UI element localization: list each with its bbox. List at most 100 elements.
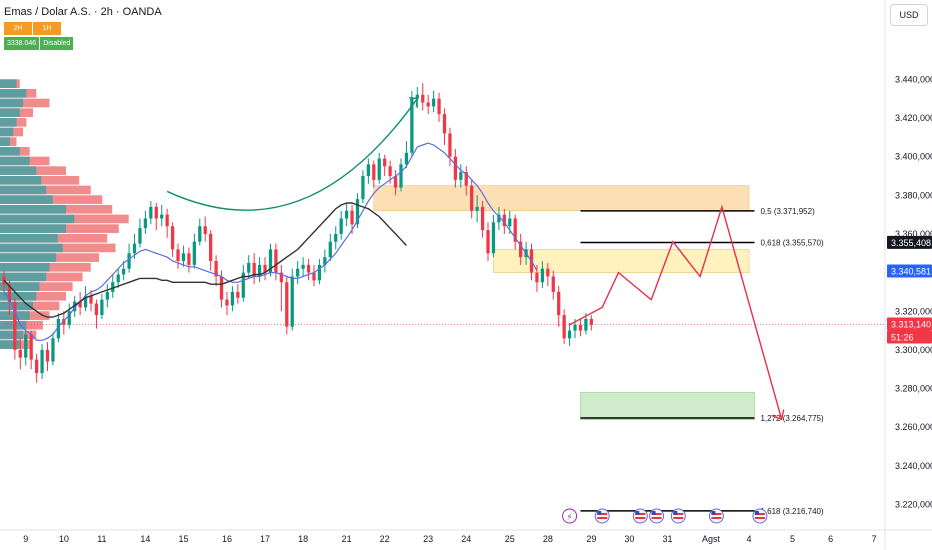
price-tag-bg xyxy=(887,317,932,331)
candle-body xyxy=(453,156,458,180)
fib-level-label: 0,5 (3.371,952) xyxy=(760,207,815,216)
candle-body xyxy=(410,98,414,153)
candle-body xyxy=(578,324,583,331)
candle-body xyxy=(404,152,409,165)
volume-profile-buy-bar xyxy=(0,127,14,137)
candle-body xyxy=(296,268,300,277)
candle-body xyxy=(252,262,256,277)
volume-profile-buy-bar xyxy=(0,330,24,340)
candle-body xyxy=(198,226,202,242)
volume-profile-buy-bar xyxy=(0,253,57,262)
x-tick-label: Agst xyxy=(702,534,721,544)
candle-body xyxy=(7,284,12,302)
candle-body xyxy=(323,257,327,265)
indicator-status: 3338.046 Disabled xyxy=(4,37,74,50)
candle-body xyxy=(431,98,436,107)
candle-body xyxy=(13,301,17,350)
candle-body xyxy=(459,172,463,180)
volume-profile-buy-bar xyxy=(0,195,53,204)
candle-body xyxy=(366,164,370,176)
candle-body xyxy=(40,349,44,374)
candle-body xyxy=(540,268,545,283)
x-tick-label: 31 xyxy=(662,534,672,544)
candle-body xyxy=(165,214,169,227)
volume-profile-buy-bar xyxy=(0,98,24,108)
candle-body xyxy=(442,114,447,134)
chip-1h[interactable]: 1H xyxy=(33,22,61,35)
projection-arrow-head xyxy=(771,409,785,421)
candle-body xyxy=(377,158,381,180)
zone-middle xyxy=(493,249,750,273)
candle-body xyxy=(67,311,71,325)
x-tick-label: 5 xyxy=(790,534,795,544)
flag-canton xyxy=(673,511,678,515)
volume-profile-buy-bar xyxy=(0,272,47,282)
candle-body xyxy=(56,318,61,339)
timeframe-chips: 2H 1H xyxy=(4,22,61,35)
volume-profile-buy-bar xyxy=(0,214,75,224)
flag-canton xyxy=(635,511,640,515)
candle-body xyxy=(83,295,88,308)
volume-profile-buy-bar xyxy=(0,282,40,291)
volume-profile-buy-bar xyxy=(0,137,10,146)
x-tick-label: 28 xyxy=(543,534,553,544)
candle-body xyxy=(94,303,99,316)
candle-body xyxy=(470,185,474,211)
candle-body xyxy=(546,268,550,277)
candle-body xyxy=(589,318,593,325)
flag-stripe xyxy=(711,517,722,519)
candle-body xyxy=(279,272,283,283)
candle-body xyxy=(535,272,539,283)
x-tick-label: 6 xyxy=(828,534,833,544)
candle-body xyxy=(399,164,403,188)
candle-body xyxy=(78,301,82,308)
candle-body xyxy=(34,359,39,374)
candle-body xyxy=(573,324,577,331)
currency-button[interactable]: USD xyxy=(890,4,928,26)
candle-body xyxy=(415,94,419,99)
flag-stripe xyxy=(635,513,646,515)
candle-body xyxy=(219,276,224,300)
fib-level-label: 1,618 (3.216,740) xyxy=(760,507,823,516)
volume-profile-buy-bar xyxy=(0,320,27,330)
y-tick-label: 3.440,000 xyxy=(895,74,932,84)
volume-profile-buy-bar xyxy=(0,204,66,214)
candle-body xyxy=(491,222,496,254)
candle-body xyxy=(306,264,311,273)
x-tick-label: 11 xyxy=(97,534,106,544)
flag-stripe xyxy=(673,517,684,519)
candle-body xyxy=(230,291,235,306)
indicator-status-chip[interactable]: Disabled xyxy=(40,37,74,50)
candle-body xyxy=(480,206,485,231)
x-tick-label: 16 xyxy=(222,534,232,544)
curve-arrow-head xyxy=(409,96,419,107)
flag-stripe xyxy=(673,513,684,515)
candle-body xyxy=(421,94,425,103)
flag-stripe xyxy=(635,517,646,519)
flag-stripe xyxy=(711,513,722,515)
candle-body xyxy=(497,214,501,223)
fib-level-label: 1,272 (3.264,775) xyxy=(760,414,823,423)
candle-body xyxy=(257,264,262,277)
y-tick-label: 3.300,000 xyxy=(895,345,932,355)
chip-2h[interactable]: 2H xyxy=(4,22,32,35)
x-tick-label: 21 xyxy=(342,534,352,544)
price-tag-bg xyxy=(887,235,932,249)
x-tick-label: 15 xyxy=(178,534,188,544)
candle-body xyxy=(51,338,55,362)
lightning-glyph: ⚡ xyxy=(566,513,572,523)
candle-body xyxy=(138,228,142,244)
chart-title: Emas / Dolar A.S. · 2h · OANDA xyxy=(4,6,162,18)
indicator-price-chip: 3338.046 xyxy=(4,37,40,50)
candle-body xyxy=(383,158,387,167)
y-tick-label: 3.320,000 xyxy=(895,306,932,316)
flag-stripe xyxy=(651,513,662,515)
volume-profile-buy-bar xyxy=(0,185,47,195)
candle-body xyxy=(111,282,115,292)
candle-body xyxy=(448,133,452,157)
candle-body xyxy=(513,218,517,242)
flag-stripe xyxy=(754,517,765,519)
candle-body xyxy=(176,249,180,262)
